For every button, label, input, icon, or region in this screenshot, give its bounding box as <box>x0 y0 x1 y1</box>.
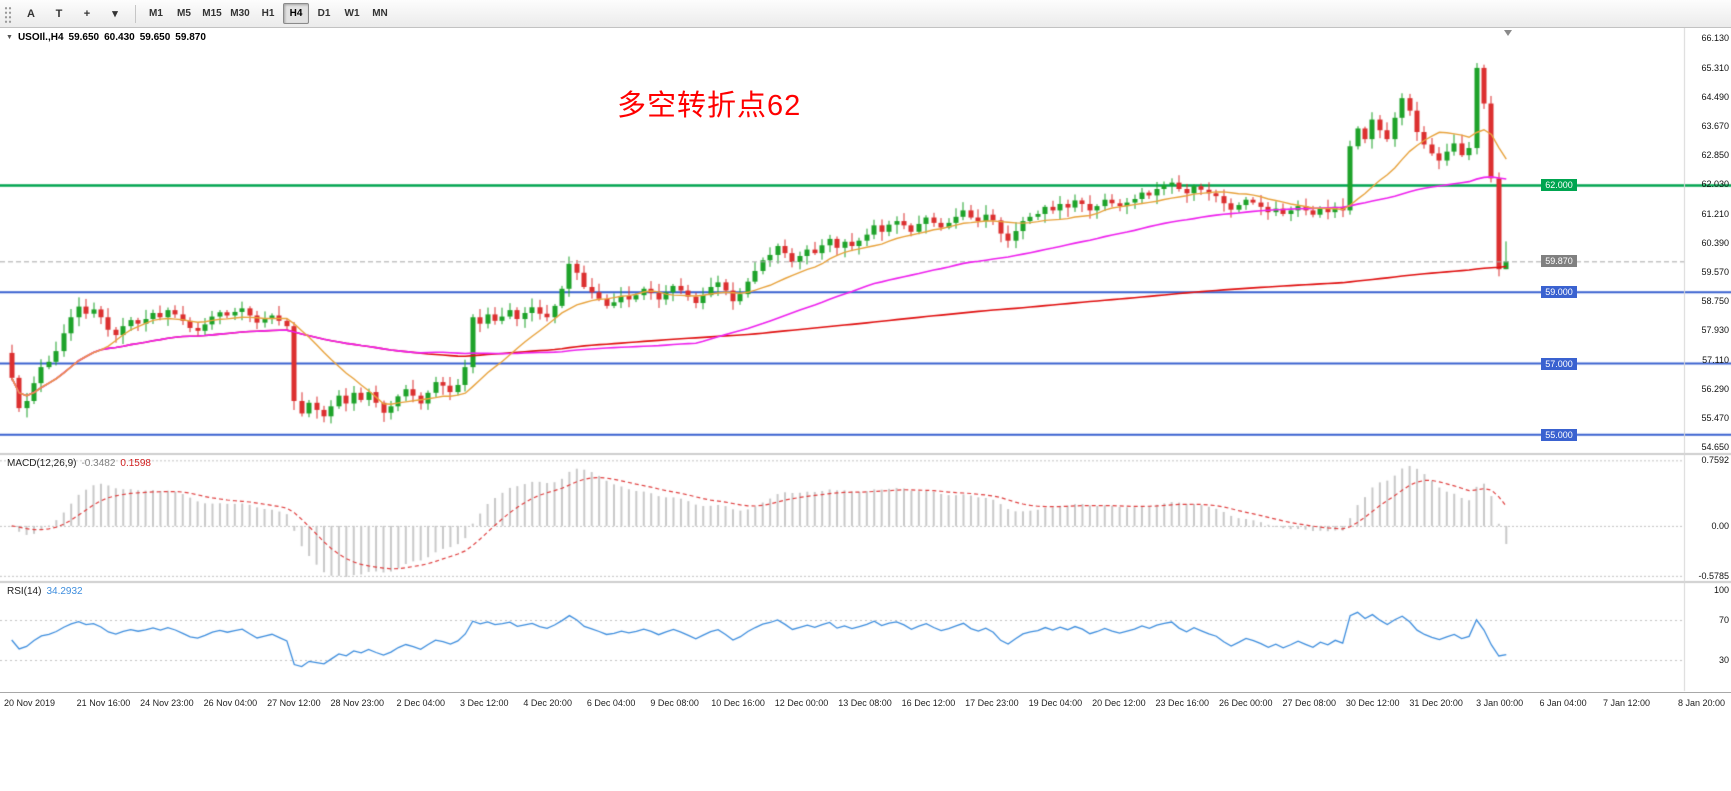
time-axis-label: 30 Dec 12:00 <box>1345 698 1400 708</box>
axis-label: 60.390 <box>1701 237 1729 248</box>
time-axis-label: 28 Nov 23:00 <box>330 698 385 708</box>
time-axis-label: 8 Jan 20:00 <box>1677 698 1725 708</box>
macd-name: MACD(12,26,9) <box>7 458 77 469</box>
rsi-indicator-label: RSI(14) 34.2932 <box>7 586 83 597</box>
chart-title: ▼ USOIl.,H4 59.650 60.430 59.650 59.870 <box>6 32 206 43</box>
time-axis-label: 6 Dec 04:00 <box>586 698 636 708</box>
time-axis-label: 19 Dec 04:00 <box>1028 698 1083 708</box>
annotation-text[interactable]: 多空转折点62 <box>617 90 802 122</box>
time-axis-label: 17 Dec 23:00 <box>965 698 1019 708</box>
axis-label: 62.850 <box>1701 150 1729 161</box>
time-axis-label: 26 Dec 00:00 <box>1218 698 1273 708</box>
axis-label: 57.110 <box>1702 354 1729 365</box>
axis-label: 70 <box>1718 615 1729 625</box>
cursor-tool-button[interactable]: A <box>27 7 35 20</box>
time-axis-label: 2 Dec 04:00 <box>396 698 446 708</box>
timeframe-button-M5[interactable]: M5 <box>177 8 191 19</box>
time-axis-label: 10 Dec 16:00 <box>711 698 765 708</box>
symbol-timeframe-label: USOIl.,H4 <box>17 32 64 43</box>
toolbar-drag-handle[interactable] <box>4 4 12 23</box>
price-badge-59.000: 59.000 <box>1541 286 1577 299</box>
axis-label: 63.670 <box>1701 120 1729 131</box>
crosshair-tool-button[interactable]: + <box>83 7 91 20</box>
axis-label: 55.470 <box>1701 413 1729 424</box>
axis-label: 64.490 <box>1701 91 1729 102</box>
timeframe-button-D1[interactable]: D1 <box>317 8 331 19</box>
chart-canvas[interactable] <box>0 28 1731 692</box>
time-axis[interactable]: 20 Nov 2019 21 Nov 16:00 24 Nov 23:00 26 No… <box>0 692 1731 715</box>
timeframe-button-H4[interactable]: H4 <box>283 3 309 24</box>
toolbar-separator <box>135 4 136 23</box>
timeframe-button-M30[interactable]: M30 <box>230 8 250 19</box>
text-tool-button[interactable]: T <box>55 7 63 20</box>
time-axis-label: 26 Nov 04:00 <box>203 698 258 708</box>
macd-indicator-label: MACD(12,26,9) -0.3482 0.1598 <box>7 458 151 469</box>
rsi-value: 34.2932 <box>46 586 83 597</box>
ohlc-open: 59.650 <box>68 32 100 43</box>
timeframe-button-H1[interactable]: H1 <box>261 8 275 19</box>
tool-button-group: A T + ▾ <box>17 3 129 25</box>
time-axis-label: 4 Dec 20:00 <box>523 698 572 708</box>
one-click-trading-arrow-icon[interactable]: ▼ <box>6 34 13 41</box>
time-axis-label: 21 Nov 16:00 <box>76 698 131 708</box>
axis-label: 58.750 <box>1701 296 1729 307</box>
time-axis-label: 27 Dec 08:00 <box>1282 698 1336 708</box>
axis-label: 0.7592 <box>1701 455 1729 466</box>
price-badge-57.000: 57.000 <box>1541 357 1577 370</box>
axis-label: 65.310 <box>1701 62 1729 73</box>
price-badge-59.870: 59.870 <box>1541 255 1577 268</box>
macd-main-value: -0.3482 <box>81 458 116 469</box>
axis-label: -0.5785 <box>1698 570 1729 581</box>
axis-label: 66.130 <box>1701 33 1729 44</box>
time-axis-label: 20 Dec 12:00 <box>1092 698 1146 708</box>
time-axis-label: 31 Dec 20:00 <box>1409 698 1463 708</box>
axis-label: 62.030 <box>1701 179 1729 190</box>
time-axis-label: 24 Nov 23:00 <box>140 698 194 708</box>
time-axis-label: 23 Dec 16:00 <box>1155 698 1210 708</box>
time-axis-label: 12 Dec 00:00 <box>774 698 829 708</box>
timeframe-button-M15[interactable]: M15 <box>202 8 222 19</box>
more-dropdown-tool-button[interactable]: ▾ <box>112 8 118 20</box>
ohlc-high: 60.430 <box>104 32 135 43</box>
toolbar: A T + ▾ M1 M5 M15 M30 H1 H4 D1 W1 MN <box>0 0 1731 28</box>
axis-label: 30 <box>1718 655 1729 665</box>
price-badge-62.000: 62.000 <box>1541 179 1577 192</box>
time-axis-label: 20 Nov 2019 <box>4 698 56 708</box>
axis-label: 61.210 <box>1701 208 1729 219</box>
axis-label: 54.650 <box>1701 442 1729 453</box>
price-badge-55.000: 55.000 <box>1541 428 1577 441</box>
time-axis-label: 27 Nov 12:00 <box>267 698 321 708</box>
axis-label: 0.00 <box>1711 520 1729 531</box>
price-axis[interactable]: 66.130 65.310 64.490 63.670 62.850 62.030 61.2… <box>1686 28 1731 714</box>
axis-label: 56.290 <box>1701 383 1729 394</box>
time-axis-label: 16 Dec 12:00 <box>901 698 956 708</box>
time-axis-label: 3 Dec 12:00 <box>459 698 509 708</box>
time-axis-label: 3 Jan 00:00 <box>1476 698 1524 708</box>
chart-window: ▼ USOIl.,H4 59.650 60.430 59.650 59.870 多空转折点… <box>0 28 1731 791</box>
time-axis-label: 7 Jan 12:00 <box>1603 698 1651 708</box>
time-axis-label: 13 Dec 08:00 <box>838 698 892 708</box>
timeframe-button-MN[interactable]: MN <box>372 8 388 19</box>
timeframe-button-W1[interactable]: W1 <box>344 8 360 19</box>
ohlc-low: 59.650 <box>139 32 171 43</box>
rsi-name: RSI(14) <box>7 586 42 597</box>
time-axis-label: 9 Dec 08:00 <box>650 698 699 708</box>
macd-signal-value: 0.1598 <box>120 458 151 469</box>
axis-label: 57.930 <box>1701 325 1729 336</box>
ohlc-close: 59.870 <box>175 32 206 43</box>
chart-shift-marker[interactable] <box>1504 30 1512 36</box>
axis-label: 59.570 <box>1701 267 1729 278</box>
axis-label: 100 <box>1713 585 1729 595</box>
time-axis-label: 6 Jan 04:00 <box>1539 698 1587 708</box>
timeframe-button-group: M1 M5 M15 M30 H1 H4 D1 W1 MN <box>142 3 394 24</box>
timeframe-button-M1[interactable]: M1 <box>149 8 163 19</box>
